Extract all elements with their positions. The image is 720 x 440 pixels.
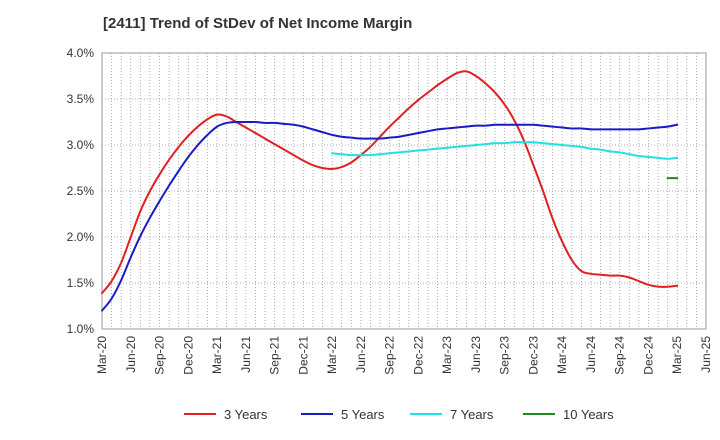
x-tick-label: Dec-22	[411, 336, 425, 375]
x-tick-label: Sep-20	[153, 336, 167, 375]
y-tick-label: 3.0%	[67, 138, 95, 152]
x-tick-label: Mar-23	[440, 336, 454, 374]
x-tick-label: Jun-22	[354, 336, 368, 373]
y-tick-label: 1.0%	[67, 322, 95, 336]
legend-label: 3 Years	[224, 407, 268, 422]
legend-label: 5 Years	[341, 407, 385, 422]
x-tick-label: Mar-25	[670, 336, 684, 374]
y-tick-label: 1.5%	[67, 276, 95, 290]
x-tick-label: Dec-21	[296, 336, 310, 375]
y-axis: 1.0% 1.5% 2.0% 2.5% 3.0% 3.5% 4.0%	[67, 46, 95, 336]
chart-title: [2411] Trend of StDev of Net Income Marg…	[103, 15, 412, 32]
x-tick-label: Sep-23	[498, 336, 512, 375]
x-tick-label: Mar-24	[555, 336, 569, 374]
legend: 3 Years 5 Years 7 Years 10 Years	[184, 407, 614, 422]
x-tick-label: Dec-24	[641, 336, 655, 375]
y-tick-label: 3.5%	[67, 92, 95, 106]
x-tick-label: Mar-21	[210, 336, 224, 374]
x-tick-label: Jun-21	[239, 336, 253, 373]
plot-frame	[101, 52, 707, 330]
legend-label: 10 Years	[563, 407, 614, 422]
y-tick-label: 2.5%	[67, 184, 95, 198]
x-tick-label: Jun-25	[699, 336, 713, 373]
x-axis: Mar-20 Jun-20 Sep-20 Dec-20 Mar-21 Jun-21 Sep-…	[95, 336, 713, 375]
series-line-3-years	[101, 70, 679, 295]
series-line-7-years	[331, 141, 679, 160]
x-tick-label: Jun-20	[124, 336, 138, 373]
series-line-5-years	[101, 120, 679, 312]
legend-label: 7 Years	[450, 407, 494, 422]
x-tick-label: Mar-20	[95, 336, 109, 374]
x-tick-label: Mar-22	[325, 336, 339, 374]
grid	[102, 53, 706, 329]
x-tick-label: Jun-24	[584, 336, 598, 373]
x-tick-label: Sep-21	[268, 336, 282, 375]
y-tick-label: 2.0%	[67, 230, 95, 244]
x-tick-label: Dec-23	[526, 336, 540, 375]
x-tick-label: Dec-20	[181, 336, 195, 375]
series-lines	[101, 70, 679, 312]
x-tick-label: Sep-22	[383, 336, 397, 375]
x-tick-label: Jun-23	[469, 336, 483, 373]
y-tick-label: 4.0%	[67, 46, 95, 60]
x-tick-label: Sep-24	[613, 336, 627, 375]
